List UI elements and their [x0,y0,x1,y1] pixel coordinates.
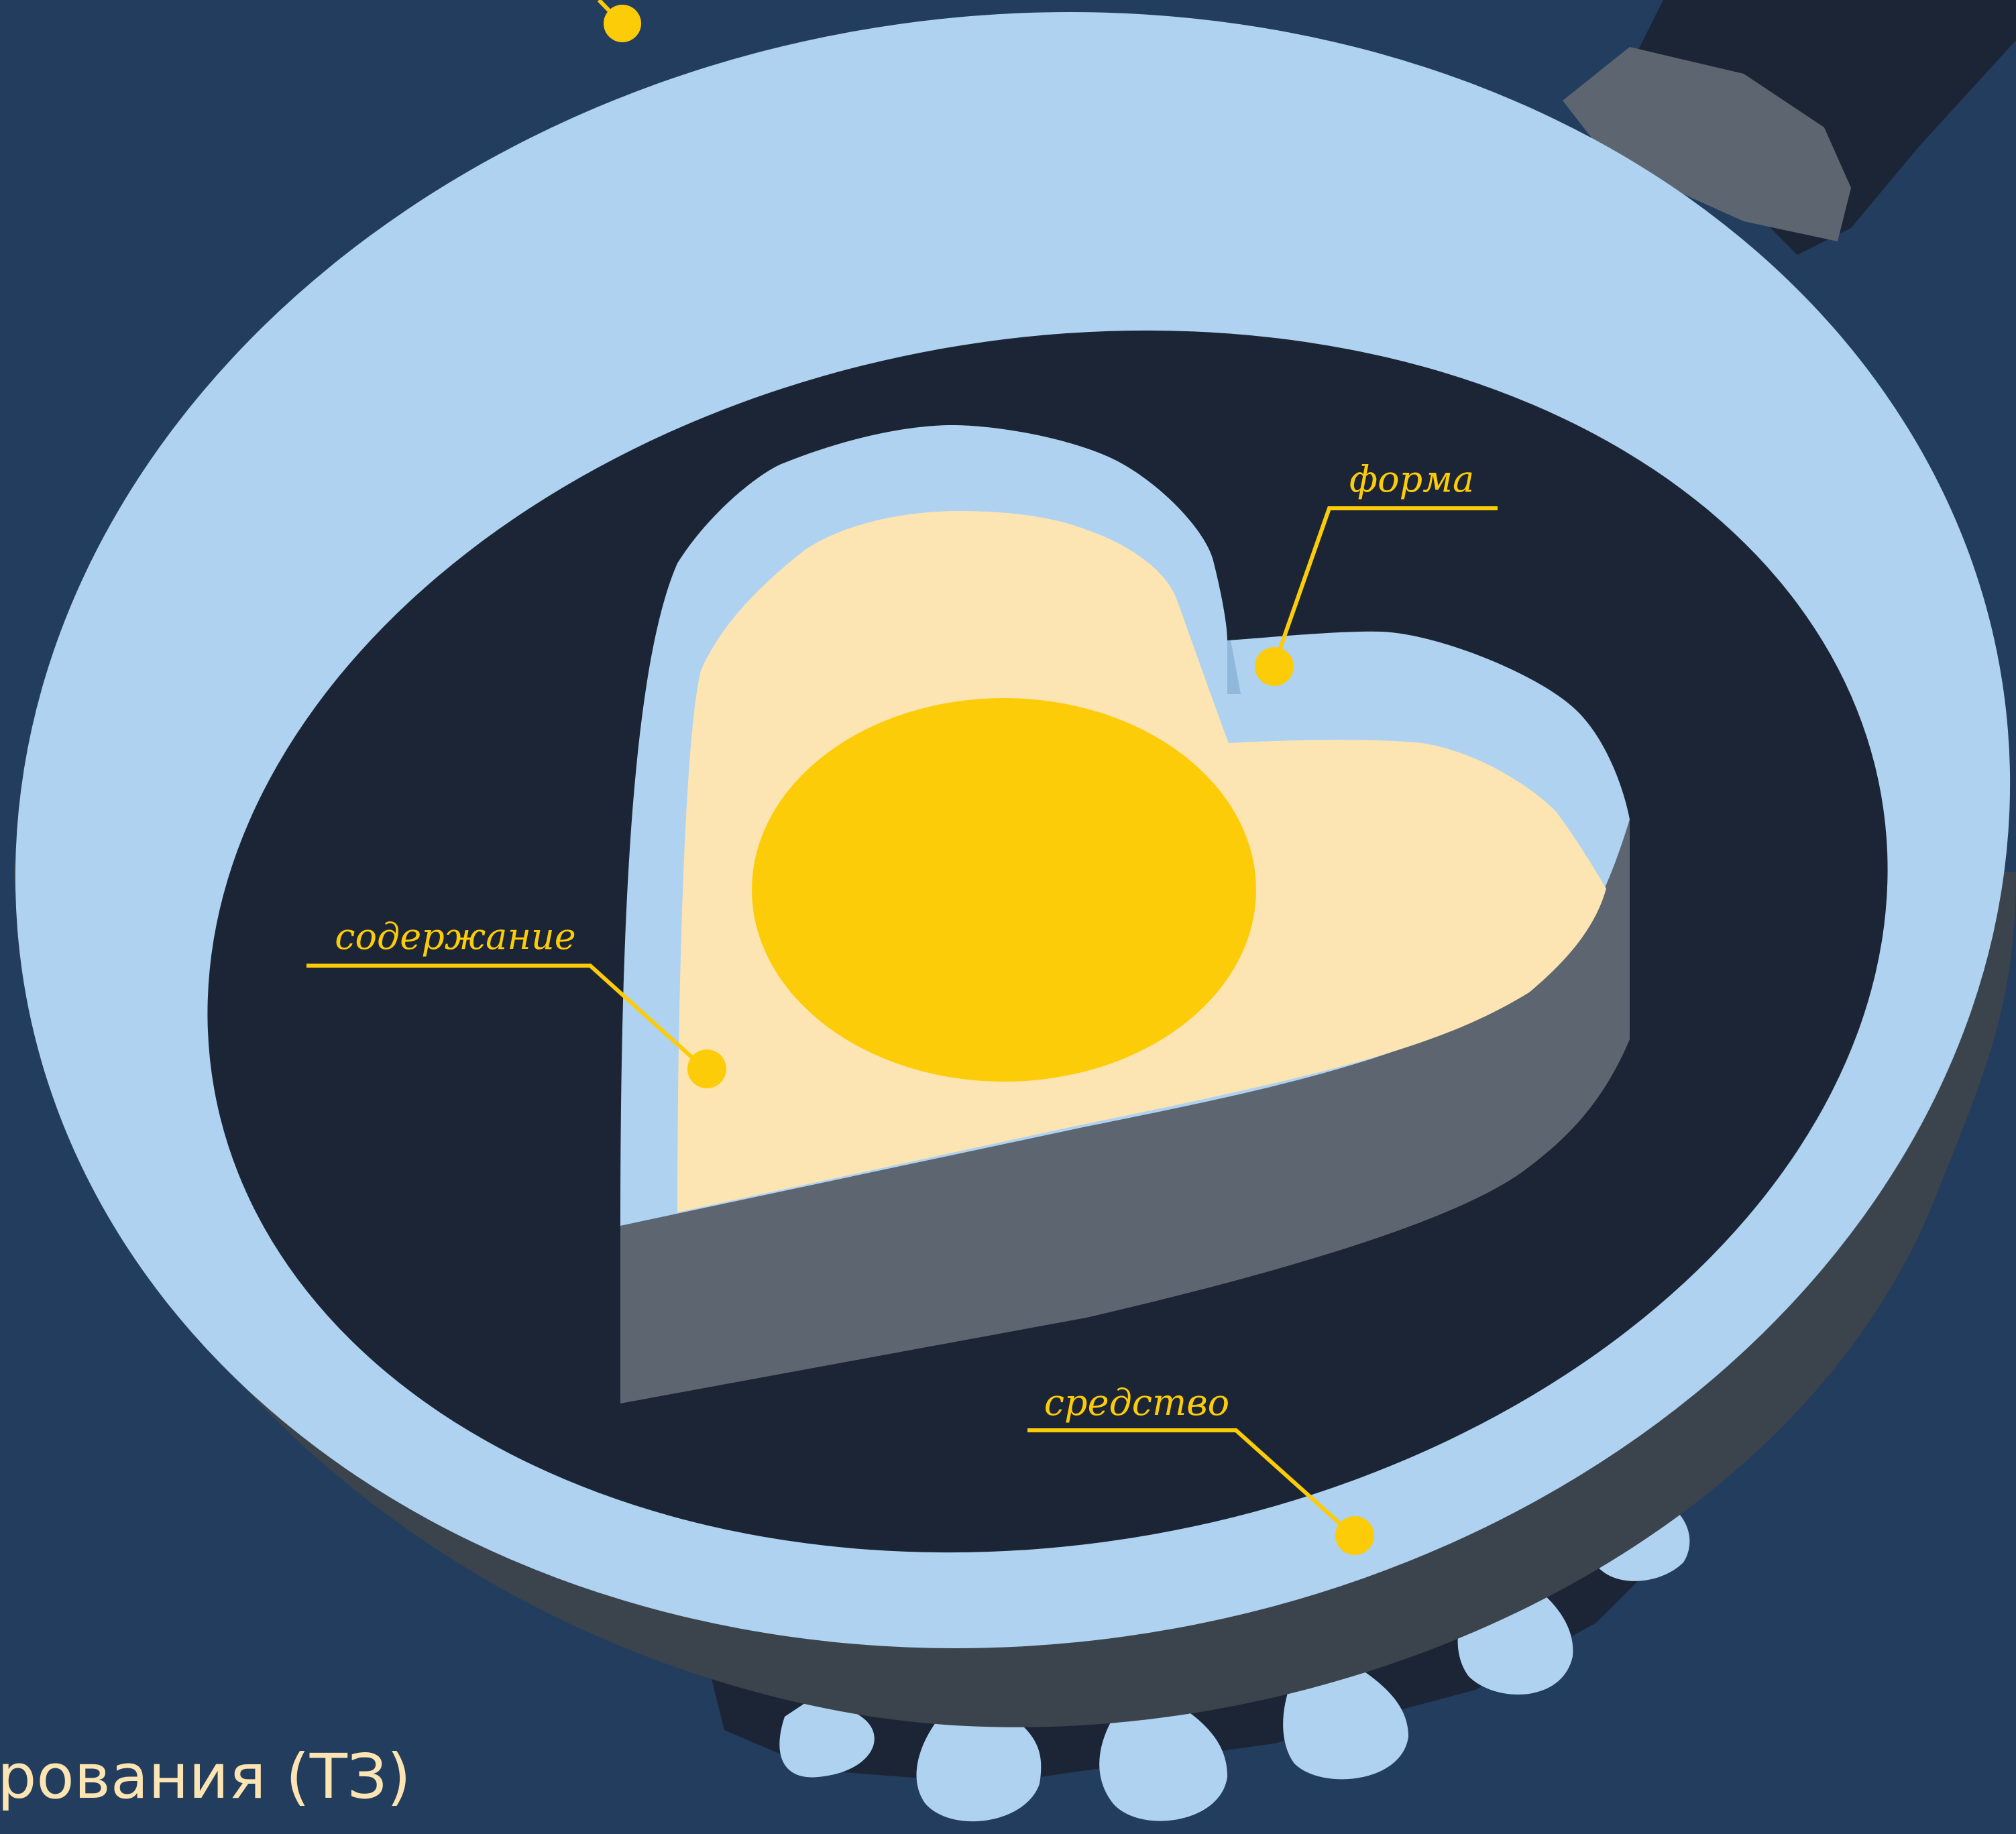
callout-content-label: содержание [335,915,575,958]
callout-form-dot [1255,647,1294,686]
callout-tool-label: средство [1044,1381,1229,1424]
callout-content-line [306,964,708,1072]
egg-yolk [752,698,1256,1082]
pan-handle [1563,0,2016,255]
caption-text: рования (ТЗ) [0,1741,411,1813]
callouts: форма содержание средство [306,0,1498,1555]
callout-top-dot [604,5,641,42]
fried-egg-icon [677,511,1606,1212]
callout-tool-dot [1335,1516,1374,1555]
callout-tool-line [1027,1428,1355,1538]
callout-content-dot [687,1049,726,1088]
flame-icon [779,1703,875,1778]
callout-form-label: форма [1349,458,1474,500]
handle-collar [1563,47,1851,241]
mold-front-wall [620,819,1630,1403]
callout-form-line [1272,506,1498,666]
mold-inner-notch [1227,640,1241,694]
